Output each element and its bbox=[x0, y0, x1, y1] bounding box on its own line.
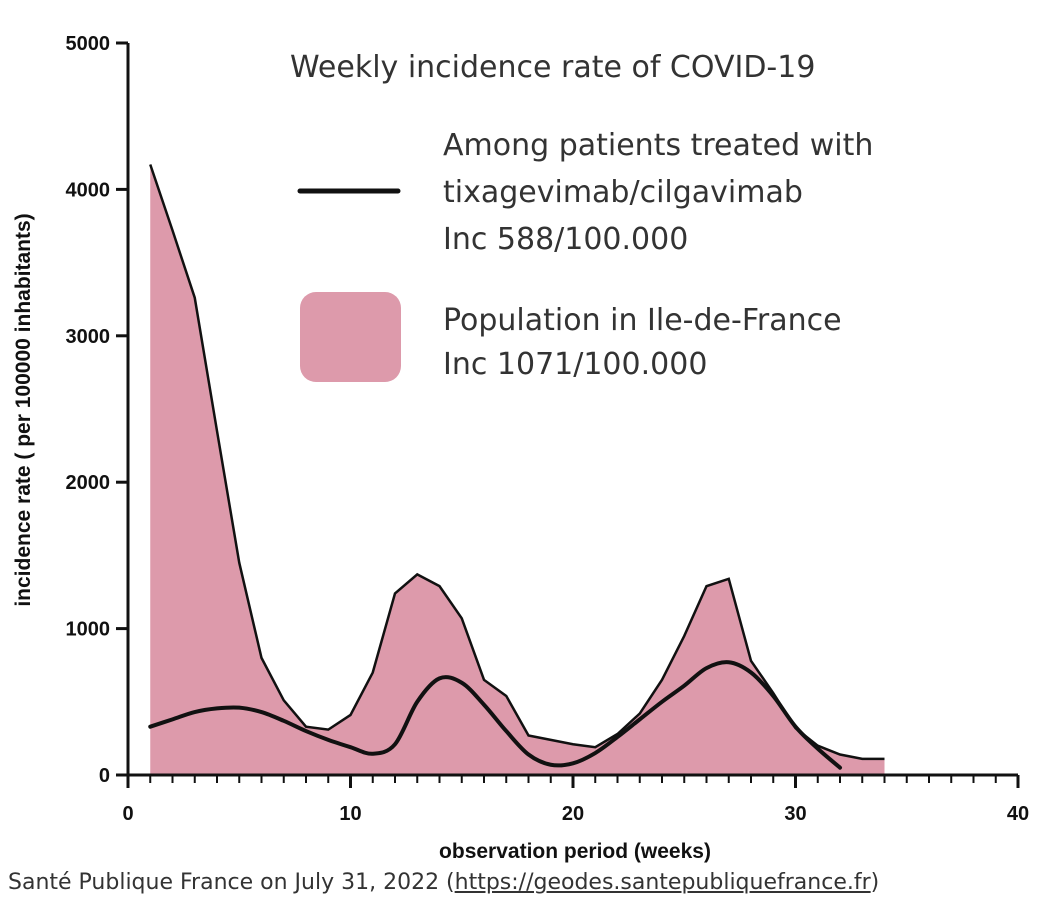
y-tick-label: 2000 bbox=[66, 472, 111, 494]
y-tick-label: 4000 bbox=[66, 179, 111, 201]
y-tick-label: 0 bbox=[99, 765, 110, 787]
legend-item-treated-line2: tixagevimab/cilgavimab bbox=[443, 175, 803, 210]
y-tick-label: 5000 bbox=[66, 33, 111, 55]
plot-area bbox=[148, 164, 885, 776]
legend-area-swatch bbox=[300, 292, 401, 382]
legend-item-treated-line1: Among patients treated with bbox=[443, 128, 873, 163]
treated-patients-line bbox=[148, 660, 842, 770]
y-tick-label: 3000 bbox=[66, 326, 111, 348]
x-tick-label: 10 bbox=[339, 803, 361, 825]
x-axis-title: observation period (weeks) bbox=[439, 840, 711, 863]
caption-close: ) bbox=[870, 870, 880, 895]
source-caption: Santé Publique France on July 31, 2022 (… bbox=[8, 870, 1038, 895]
x-tick-label: 40 bbox=[1007, 803, 1029, 825]
x-ticks: 0 10 20 30 40 bbox=[122, 775, 1029, 825]
y-ticks: 0 1000 2000 3000 4000 5000 bbox=[66, 33, 128, 787]
legend-item-population-line1: Population in Ile-de-France bbox=[443, 303, 842, 338]
caption-text: Santé Publique France on July 31, 2022 ( bbox=[8, 870, 455, 895]
legend-item-population-line2: Inc 1071/100.000 bbox=[443, 347, 707, 382]
population-area-outline bbox=[149, 164, 885, 761]
legend: Among patients treated with tixagevimab/… bbox=[297, 128, 873, 382]
x-tick-label: 0 bbox=[122, 803, 133, 825]
y-tick-label: 1000 bbox=[66, 619, 111, 641]
population-area bbox=[150, 164, 885, 776]
source-link[interactable]: https://geodes.santepubliquefrance.fr bbox=[454, 870, 871, 895]
y-axis-title: incidence rate ( per 100000 inhabitants) bbox=[12, 213, 35, 606]
legend-item-treated-line3: Inc 588/100.000 bbox=[443, 222, 688, 257]
x-tick-label: 30 bbox=[784, 803, 806, 825]
axes: 0 1000 2000 3000 4000 5000 0 10 20 30 40 bbox=[66, 33, 1030, 825]
chart-title: Weekly incidence rate of COVID-19 bbox=[290, 50, 815, 85]
x-tick-label: 20 bbox=[562, 803, 584, 825]
incidence-chart: Weekly incidence rate of COVID-19 0 1000 2… bbox=[12, 33, 1030, 863]
